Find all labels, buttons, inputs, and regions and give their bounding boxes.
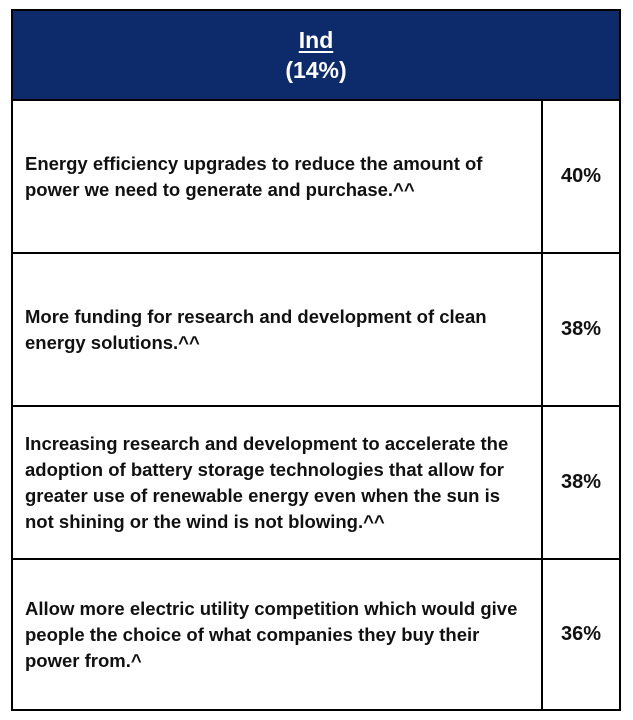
row-value: 38%	[560, 471, 602, 493]
row-label: More funding for research and developmen…	[13, 254, 543, 405]
table-row: Allow more electric utility competition …	[13, 560, 619, 709]
table-row: Increasing research and development to a…	[13, 407, 619, 560]
row-value: 36%	[560, 623, 602, 645]
table-row: More funding for research and developmen…	[13, 254, 619, 407]
table-body: Energy efficiency upgrades to reduce the…	[13, 101, 619, 709]
row-label: Allow more electric utility competition …	[13, 560, 543, 709]
table-header: Ind (14%)	[13, 11, 619, 101]
header-title: Ind	[298, 27, 334, 53]
row-label: Energy efficiency upgrades to reduce the…	[13, 101, 543, 252]
row-value: 40%	[560, 165, 602, 187]
table-row: Energy efficiency upgrades to reduce the…	[13, 101, 619, 254]
row-label: Increasing research and development to a…	[13, 407, 543, 558]
results-table: Ind (14%) Energy efficiency upgrades to …	[11, 9, 621, 711]
header-subtitle: (14%)	[285, 57, 347, 83]
row-value: 38%	[560, 318, 602, 340]
